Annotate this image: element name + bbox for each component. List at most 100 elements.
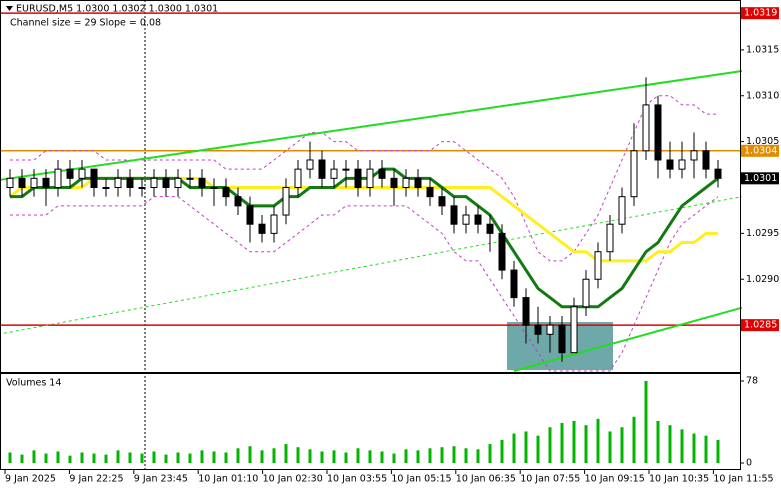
x-tick-label: 9 Jan 2025: [5, 474, 56, 485]
candle-body: [486, 223, 494, 234]
candle-body: [690, 150, 698, 161]
x-tick-label: 10 Jan 10:35: [649, 474, 709, 485]
candle-body: [582, 278, 590, 308]
candle-body: [270, 214, 278, 234]
candle-body: [342, 168, 350, 171]
level-label-box: [741, 144, 779, 157]
x-tick-label: 10 Jan 07:55: [520, 474, 580, 485]
volume-tick-label: 0: [746, 458, 752, 469]
candle-body: [594, 251, 602, 280]
candle-body: [102, 187, 110, 189]
volume-tick-label: 78: [746, 376, 758, 387]
level-label-box: [741, 172, 779, 185]
candle-body: [510, 269, 518, 299]
y-tick-label: 1.0290: [746, 274, 779, 285]
candle-body: [714, 168, 722, 179]
candle-body: [234, 196, 242, 207]
x-tick-label: 10 Jan 02:30: [263, 474, 323, 485]
chart-subtitle: Channel size = 29 Slope = 0.08: [10, 18, 161, 29]
x-tick-label: 10 Jan 01:10: [198, 474, 258, 485]
candle-body: [318, 159, 326, 179]
candle-body: [30, 177, 38, 188]
x-tick-label: 10 Jan 09:15: [585, 474, 645, 485]
candle-body: [618, 196, 626, 225]
candle-body: [294, 168, 302, 188]
candle-body: [654, 104, 662, 161]
candle-body: [6, 177, 14, 188]
x-tick-label: 10 Jan 05:15: [391, 474, 451, 485]
candle-body: [546, 324, 554, 335]
candle-body: [66, 168, 74, 179]
candle-body: [498, 232, 506, 271]
candle-body: [534, 324, 542, 335]
level-label-box: [741, 319, 779, 332]
candle-body: [246, 205, 254, 225]
volume-frame: [0, 373, 741, 470]
candle-body: [642, 104, 650, 152]
level-label: 1.0319: [744, 8, 777, 19]
price-frame: [0, 0, 741, 373]
candle-body: [522, 297, 530, 326]
candle-body: [678, 159, 686, 170]
candle-body: [462, 214, 470, 225]
x-tick-label: 10 Jan 11:55: [713, 474, 773, 485]
volume-title: Volumes 14: [6, 378, 61, 389]
channel-line: [513, 306, 743, 372]
candle-body: [570, 306, 578, 354]
candle-body: [126, 177, 134, 188]
candle-body: [450, 205, 458, 225]
candle-body: [42, 177, 50, 188]
candle-body: [222, 187, 230, 198]
x-tick-label: 9 Jan 22:25: [69, 474, 123, 485]
candle-body: [354, 168, 362, 188]
candle-body: [426, 187, 434, 198]
level-label: 1.0301: [744, 173, 777, 184]
y-tick-label: 1.0315: [746, 44, 779, 55]
y-tick-label: 1.0310: [746, 90, 779, 101]
candle-body: [210, 187, 218, 189]
candle-body: [174, 177, 182, 188]
candle-body: [138, 187, 146, 189]
candle-body: [198, 177, 206, 188]
candle-body: [438, 196, 446, 207]
candle-body: [306, 159, 314, 170]
menu-arrow[interactable]: [6, 6, 13, 11]
band-line: [10, 196, 719, 372]
candle-body: [150, 177, 158, 188]
level-label: 1.0285: [744, 320, 777, 331]
x-tick-label: 9 Jan 23:45: [134, 474, 188, 485]
candle-body: [90, 168, 98, 188]
candle-body: [666, 159, 674, 170]
candle-body: [702, 150, 710, 170]
candle-body: [78, 168, 86, 179]
x-tick-label: 10 Jan 03:55: [327, 474, 387, 485]
candle-body: [558, 324, 566, 354]
candle-body: [606, 223, 614, 253]
band-line: [10, 95, 718, 262]
channel-line: [0, 196, 743, 335]
candle-body: [18, 177, 26, 188]
y-tick-label: 1.0305: [746, 136, 779, 147]
price-panel: [0, 12, 743, 372]
level-label-box: [741, 7, 779, 20]
candle-body: [54, 168, 62, 188]
y-tick-label: 1.0295: [746, 228, 779, 239]
candle-body: [162, 177, 170, 188]
chart-title: EURUSD,M5 1.0300 1.0302 1.0300 1.0301: [16, 4, 218, 15]
candle-body: [330, 168, 338, 179]
candle-body: [186, 177, 194, 180]
candle-body: [414, 177, 422, 188]
candle-body: [366, 168, 374, 188]
candle-body: [390, 177, 398, 188]
candle-body: [474, 214, 482, 225]
candle-body: [282, 187, 290, 216]
level-label: 1.0304: [744, 145, 777, 156]
x-tick-label: 10 Jan 06:35: [456, 474, 516, 485]
channel-line: [0, 69, 743, 181]
candle-body: [114, 177, 122, 188]
candle-body: [402, 177, 410, 188]
candle-body: [630, 150, 638, 198]
candle-body: [258, 223, 266, 234]
